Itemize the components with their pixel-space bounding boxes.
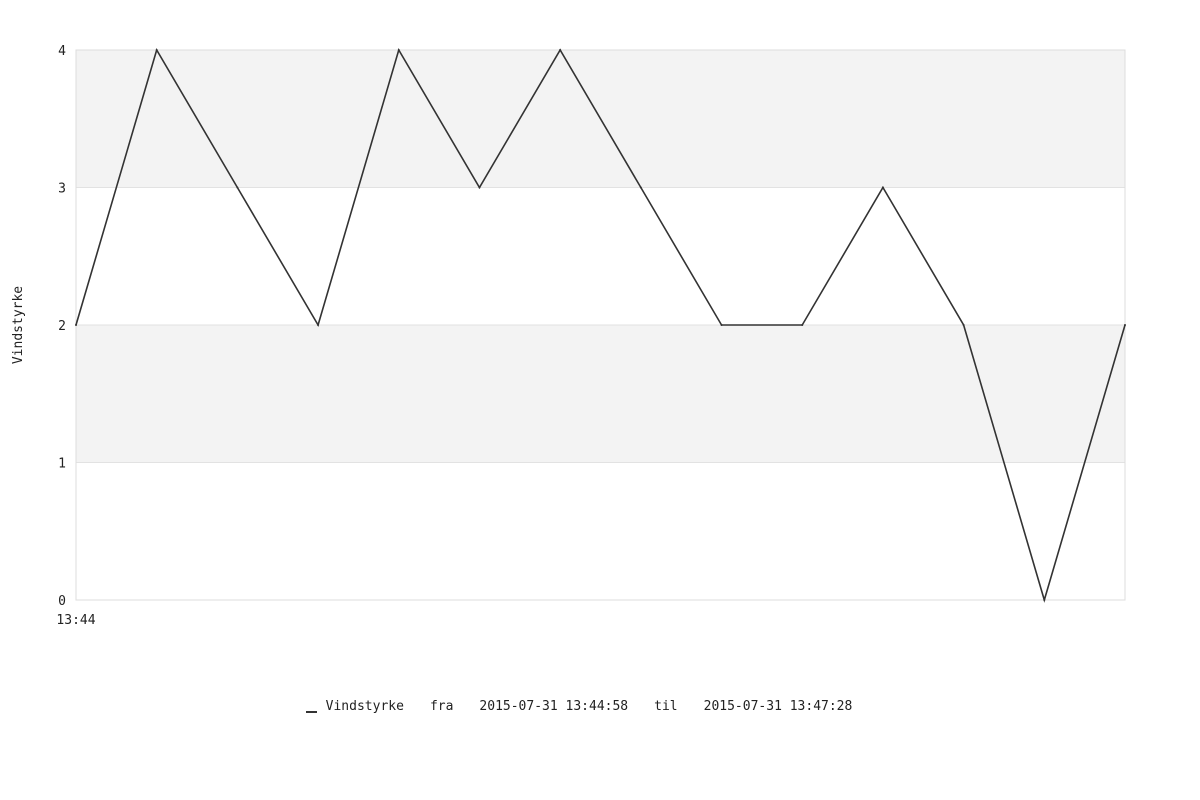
data-point [801,324,804,326]
data-point [75,324,77,326]
series-line-vindstyrke [75,47,1126,603]
data-point [639,186,642,189]
data-point [962,324,965,326]
legend-series-name: Vindstyrke [325,699,404,714]
y-tick-label: 0 [58,594,66,609]
grid-band [76,325,1125,463]
data-point [236,186,239,189]
y-axis-ticks: 0 1 2 3 4 [58,44,66,609]
x-axis-ticks: 13:44 [56,613,95,628]
y-tick-label: 3 [58,182,66,197]
data-point [155,49,158,51]
x-tick-label: 13:44 [56,613,95,628]
data-point [317,324,320,326]
data-points [75,49,1126,601]
legend: Vindstyrke fra 2015-07-31 13:44:58 til 2015-… [290,684,852,714]
data-point [478,186,481,189]
data-point [1043,599,1046,601]
legend-line-swatch [305,711,317,713]
data-point [397,49,400,51]
grid-bands [76,50,1125,463]
y-tick-label: 4 [58,44,66,59]
data-point [720,324,723,326]
y-axis-title: Vindstyrke [11,286,26,364]
legend-to-time: 2015-07-31 13:47:28 [703,699,853,714]
legend-from-time: 2015-07-31 13:44:58 [479,699,629,714]
data-point [1124,324,1126,326]
y-tick-label: 2 [58,319,66,334]
legend-from-word: fra [429,699,454,714]
y-tick-label: 1 [58,457,66,472]
legend-to-word: til [654,699,678,714]
data-point [559,49,562,51]
data-point [881,186,884,189]
